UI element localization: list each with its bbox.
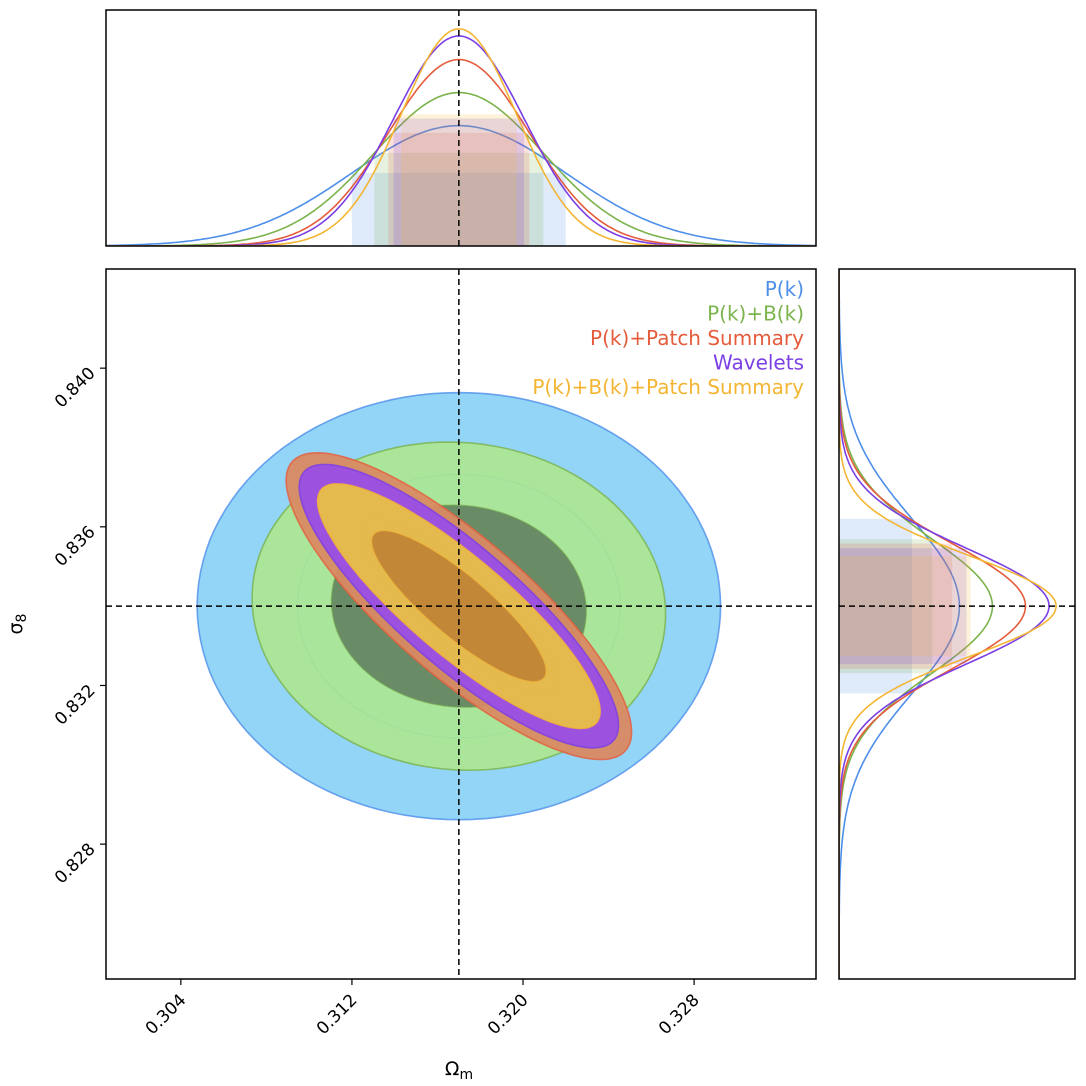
y-tick-label: 0.836 <box>51 522 100 571</box>
right-panel-frame <box>838 268 1076 980</box>
x-tick-label: 0.328 <box>655 990 704 1039</box>
main-panel-frame <box>105 268 817 980</box>
right-marginal-panel <box>838 268 1076 980</box>
x-tick-label: 0.304 <box>142 990 191 1039</box>
legend-entry-2: P(k)+Patch Summary <box>590 326 804 350</box>
x-tick-label: 0.320 <box>484 990 533 1039</box>
y-tick-label: 0.832 <box>51 681 100 730</box>
right-pdf-series-0 <box>839 269 961 979</box>
y-axis-label: σ8 <box>5 614 30 635</box>
legend-entry-3: Wavelets <box>713 351 804 375</box>
top-panel-frame <box>105 9 817 247</box>
y-axis-ticks: 0.828 0.832 0.836 0.840 <box>51 364 106 889</box>
x-tick-label: 0.312 <box>313 990 362 1039</box>
main-contour-panel: 0.304 0.312 0.320 0.328 0.828 0.832 0.836 0.84… <box>51 268 817 1039</box>
y-tick-label: 0.840 <box>51 364 100 413</box>
y-tick-label: 0.828 <box>51 840 100 889</box>
right-pdf-series-4 <box>839 269 1057 979</box>
legend-entry-4: P(k)+B(k)+Patch Summary <box>532 375 804 399</box>
top-marginal-panel <box>105 9 817 247</box>
fiducial-lines <box>106 10 1075 979</box>
legend: P(k)P(k)+B(k)P(k)+Patch SummaryWaveletsP… <box>532 277 804 399</box>
top-pdf-series-0 <box>106 124 816 246</box>
legend-entry-1: P(k)+B(k) <box>707 302 804 326</box>
x-axis-label: Ωm <box>445 1058 473 1083</box>
top-pdf-series-1 <box>106 91 816 246</box>
x-axis-ticks: 0.304 0.312 0.320 0.328 <box>142 979 704 1039</box>
legend-entry-0: P(k) <box>765 277 804 301</box>
